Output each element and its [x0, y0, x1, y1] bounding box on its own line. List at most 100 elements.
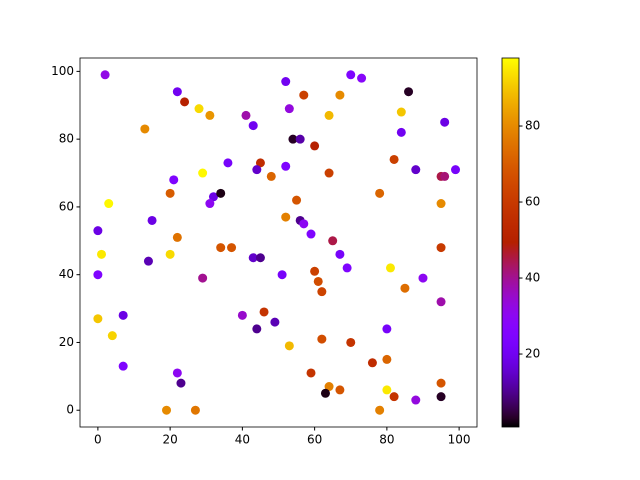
point	[198, 273, 208, 283]
point	[172, 368, 182, 378]
point	[357, 73, 367, 83]
point	[396, 127, 406, 137]
point	[335, 385, 345, 395]
point	[147, 215, 157, 225]
point	[284, 104, 294, 114]
point	[237, 310, 247, 320]
point	[176, 378, 186, 388]
point	[104, 199, 114, 209]
colorbar-tick-label: 60	[525, 195, 540, 209]
point	[223, 158, 233, 168]
point	[313, 276, 323, 286]
y-tick-label: 100	[51, 64, 74, 78]
point	[440, 117, 450, 127]
x-tick-label: 20	[162, 433, 177, 447]
x-tick-label: 40	[235, 433, 250, 447]
x-tick-label: 60	[307, 433, 322, 447]
point	[241, 110, 251, 120]
point	[143, 256, 153, 266]
point	[342, 263, 352, 273]
point	[400, 283, 410, 293]
point	[396, 107, 406, 117]
point	[270, 317, 280, 327]
point	[382, 354, 392, 364]
point	[335, 249, 345, 259]
x-tick-label: 0	[94, 433, 102, 447]
point	[382, 324, 392, 334]
point	[281, 77, 291, 87]
colorbar-tick-label: 20	[525, 347, 540, 361]
y-tick-label: 80	[59, 132, 74, 146]
point	[248, 253, 258, 263]
point	[317, 334, 327, 344]
point	[281, 161, 291, 171]
point	[436, 297, 446, 307]
point	[411, 395, 421, 405]
point	[266, 171, 276, 181]
point	[93, 226, 103, 236]
point	[288, 134, 298, 144]
point	[172, 232, 182, 242]
point	[107, 331, 117, 341]
point	[436, 392, 446, 402]
point	[367, 358, 377, 368]
point	[205, 110, 215, 120]
point	[93, 270, 103, 280]
point	[194, 104, 204, 114]
point	[165, 249, 175, 259]
point	[227, 243, 237, 253]
point	[277, 270, 287, 280]
point	[100, 70, 110, 80]
colorbar	[502, 58, 519, 427]
point	[324, 110, 334, 120]
plot-frame	[79, 57, 478, 428]
point	[295, 134, 305, 144]
point	[328, 236, 338, 246]
point	[375, 405, 385, 415]
point	[252, 324, 262, 334]
y-tick-label: 60	[59, 199, 74, 213]
point	[310, 266, 320, 276]
point	[440, 171, 450, 181]
point	[292, 195, 302, 205]
point	[190, 405, 200, 415]
point	[451, 165, 461, 175]
point	[208, 192, 218, 202]
point	[375, 188, 385, 198]
point	[281, 212, 291, 222]
point	[198, 168, 208, 178]
point	[324, 168, 334, 178]
point	[299, 90, 309, 100]
colorbar-tick-label: 80	[525, 119, 540, 133]
point	[172, 87, 182, 97]
point	[93, 314, 103, 324]
point	[299, 219, 309, 229]
colorbar-tick-label: 40	[525, 271, 540, 285]
point	[389, 154, 399, 164]
point	[255, 158, 265, 168]
point	[180, 97, 190, 107]
point	[306, 229, 316, 239]
point	[436, 199, 446, 209]
point	[436, 243, 446, 253]
x-tick-label: 100	[448, 433, 471, 447]
x-tick-label: 80	[379, 433, 394, 447]
point	[162, 405, 172, 415]
point	[140, 124, 150, 134]
point	[436, 378, 446, 388]
point	[411, 165, 421, 175]
point	[216, 243, 226, 253]
y-tick-label: 40	[59, 267, 74, 281]
point	[259, 307, 269, 317]
point	[346, 70, 356, 80]
point	[118, 310, 128, 320]
point	[385, 263, 395, 273]
point	[317, 287, 327, 297]
point	[205, 199, 215, 209]
point	[255, 253, 265, 263]
point	[284, 341, 294, 351]
point	[382, 385, 392, 395]
point	[324, 382, 334, 392]
point	[389, 392, 399, 402]
